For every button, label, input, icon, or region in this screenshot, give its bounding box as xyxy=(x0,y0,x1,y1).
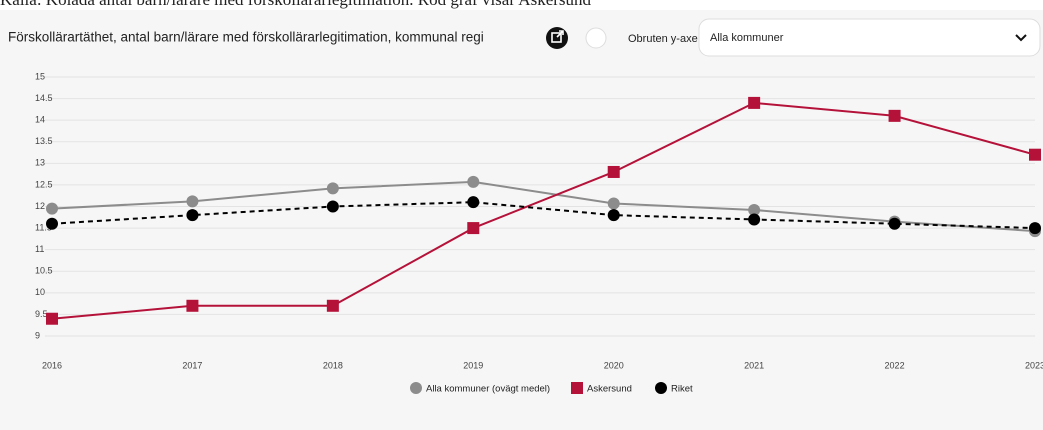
x-tick-label: 2022 xyxy=(885,360,905,370)
point xyxy=(326,182,339,195)
legend-swatch xyxy=(571,382,583,394)
y-tick-label: 14.5 xyxy=(35,93,53,103)
y-tick-label: 11 xyxy=(35,244,44,254)
y-tick-label: 13.5 xyxy=(35,136,53,146)
point xyxy=(888,109,901,122)
point xyxy=(607,165,620,178)
y-tick-label: 12 xyxy=(35,201,45,211)
point xyxy=(467,175,480,188)
share-arrow xyxy=(556,30,564,38)
point xyxy=(186,209,199,222)
point xyxy=(46,202,58,215)
y-tick-label: 14 xyxy=(35,115,45,125)
x-tick-label: 2017 xyxy=(182,360,202,370)
point xyxy=(467,222,480,235)
point xyxy=(186,299,199,312)
point xyxy=(607,197,620,210)
x-tick-label: 2023 xyxy=(1025,360,1043,370)
point xyxy=(186,195,199,208)
x-tick-label: 2020 xyxy=(604,360,624,370)
legend-label: Riket xyxy=(671,384,693,395)
point xyxy=(46,312,58,325)
x-tick-label: 2021 xyxy=(744,360,764,370)
y-tick-label: 11.5 xyxy=(35,222,52,232)
point xyxy=(888,217,901,230)
legend-label: Askersund xyxy=(587,384,632,395)
series-line xyxy=(51,180,1036,233)
x-tick-label: 2018 xyxy=(323,360,343,370)
point xyxy=(326,200,339,213)
x-tick-label: 2019 xyxy=(463,360,483,370)
x-tick-label: 2016 xyxy=(42,360,62,370)
y-tick-label: 10 xyxy=(35,287,45,297)
point xyxy=(1029,222,1041,235)
dropdown[interactable] xyxy=(698,18,1041,57)
series-line xyxy=(51,201,1036,230)
series-line xyxy=(51,101,1036,320)
y-tick-label: 9.5 xyxy=(35,309,48,319)
legend-swatch xyxy=(410,382,422,394)
share-icon[interactable] xyxy=(546,27,568,49)
point xyxy=(1029,148,1041,161)
legend-label: Alla kommuner (ovägt medel) xyxy=(426,384,550,395)
y-tick-label: 12.5 xyxy=(35,179,53,189)
y-tick-label: 15 xyxy=(35,71,45,81)
point xyxy=(46,217,58,230)
y-tick-label: 10.5 xyxy=(35,266,53,276)
dropdown-chevron xyxy=(1015,34,1027,42)
point xyxy=(748,96,761,109)
point xyxy=(326,299,339,312)
source-note: Källa: Kolada antal barn/lärare med förs… xyxy=(0,0,592,9)
y-tick-label: 9 xyxy=(35,330,40,340)
legend-swatch xyxy=(655,382,667,394)
toggle[interactable] xyxy=(585,27,607,49)
point xyxy=(748,213,761,226)
point xyxy=(748,203,761,216)
point xyxy=(467,196,480,209)
toggle-label[interactable]: Obruten y-axel xyxy=(628,33,700,45)
chart-title: Förskollärartäthet, antal barn/lärare me… xyxy=(8,30,484,45)
point xyxy=(607,209,620,222)
share-button[interactable] xyxy=(546,27,568,49)
dropdown-value[interactable]: Alla kommuner xyxy=(710,32,784,44)
y-tick-label: 13 xyxy=(35,158,45,168)
share-glyph xyxy=(551,32,562,43)
